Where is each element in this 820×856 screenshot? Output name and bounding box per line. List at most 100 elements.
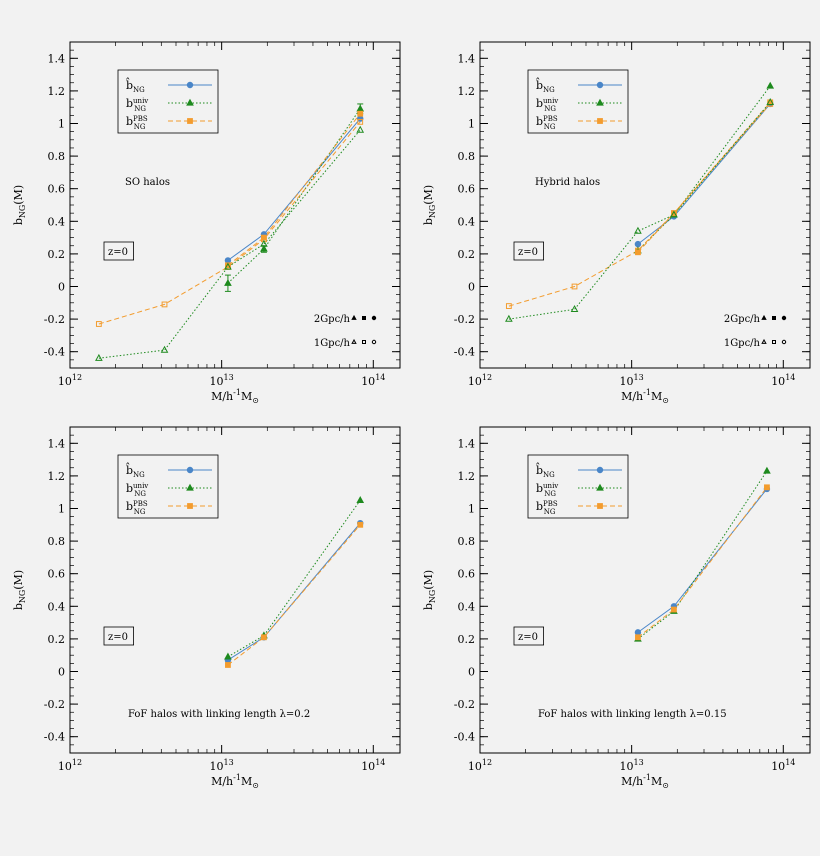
x-tick-label: 1013 (210, 373, 234, 388)
x-axis-label-sup: -1 (643, 773, 651, 782)
series-line-bhat_2gpc (227, 522, 361, 661)
series-line-pbs_2gpc (227, 524, 361, 666)
legend-label: buniv NG (536, 482, 558, 498)
y-tick-label: 0.8 (48, 535, 66, 548)
x-tick-exponent: 13 (634, 373, 644, 382)
legend-label-main: b (126, 500, 133, 513)
y-axis-label-tail: (M) (12, 570, 25, 590)
plot-frame (479, 426, 811, 754)
redshift-label: z=0 (108, 632, 128, 643)
y-axis-label-sub: NG (18, 205, 27, 218)
y-tick-label: 1.2 (48, 470, 66, 483)
x-tick-label: 1014 (771, 373, 795, 388)
data-point-pbs_1gpc (161, 301, 168, 308)
redshift-box (103, 241, 135, 261)
x-tick-label: 1014 (361, 758, 385, 773)
y-tick-label: 0.4 (48, 600, 66, 613)
data-point-univ_1gpc (356, 125, 365, 133)
resolution-marker-square (772, 340, 776, 344)
data-point-pbs_1gpc (635, 247, 641, 254)
halo-type-label: FoF halos with linking length λ=0.15 (538, 709, 727, 720)
legend-marker (186, 98, 194, 106)
x-axis-label-sub: ⊙ (252, 396, 259, 405)
y-tick-label: 0.8 (458, 150, 476, 163)
data-point-bhat_2gpc (634, 629, 642, 636)
y-axis-label-tail: (M) (422, 185, 435, 205)
redshift-label: z=0 (108, 247, 128, 258)
legend-label-sup: PBS (543, 115, 558, 123)
resolution-marker-circle (371, 339, 377, 345)
legend-label-sup: univ (133, 482, 148, 490)
series-line-pbs_2gpc (637, 486, 768, 638)
legend-label-main: b (536, 500, 543, 513)
resolution-legend-label: 1Gpc/h (314, 338, 351, 349)
legend-marker (186, 81, 194, 89)
resolution-marker-square (362, 316, 366, 320)
y-tick-label: 0 (58, 281, 65, 294)
redshift-box (103, 626, 135, 646)
y-tick-label: 0.4 (458, 215, 476, 228)
legend-label-sub: NG (543, 86, 555, 94)
legend-marker (597, 503, 603, 509)
x-tick-exponent: 13 (634, 758, 644, 767)
legend-label-main: b (536, 482, 543, 495)
x-tick-label: 1013 (210, 758, 234, 773)
legend-label-main: b (536, 115, 543, 128)
series-line-univ_2gpc (637, 85, 771, 251)
resolution-marker-triangle (761, 314, 767, 320)
y-tick-label: 0.4 (458, 600, 476, 613)
y-tick-label: -0.2 (454, 313, 475, 326)
legend-marker (187, 118, 193, 124)
x-tick-label: 1013 (620, 758, 644, 773)
y-tick-label: 0.8 (48, 150, 66, 163)
y-tick-label: 1 (468, 118, 475, 131)
data-point-univ_1gpc (160, 345, 169, 353)
x-tick-label: 1012 (58, 758, 82, 773)
legend-label: b̂NG (126, 463, 146, 479)
y-tick-label: 0.8 (458, 535, 476, 548)
data-point-univ_1gpc (670, 210, 678, 218)
y-tick-label: 1.4 (48, 437, 66, 450)
legend-label-sup: PBS (543, 500, 558, 508)
legend-label-sub: NG (544, 490, 556, 498)
y-axis-label-tail: (M) (12, 185, 25, 205)
x-axis-label-sub: ⊙ (252, 781, 259, 790)
y-tick-label: -0.2 (454, 698, 475, 711)
x-tick-base: 10 (58, 375, 72, 388)
data-point-univ_1gpc (570, 305, 579, 312)
legend-box (117, 454, 219, 519)
data-point-univ_1gpc (95, 353, 103, 361)
data-point-pbs_1gpc (95, 321, 102, 327)
legend-label-sup: univ (133, 97, 148, 105)
x-axis-label-main: M/h (211, 390, 233, 403)
redshift-label: z=0 (518, 632, 538, 643)
x-axis-label-sup: -1 (233, 773, 241, 782)
x-tick-base: 10 (468, 760, 482, 773)
y-tick-label: 1 (58, 503, 65, 516)
legend-label-sub: NG (134, 508, 146, 516)
y-axis-label: bNG(M) (422, 570, 437, 610)
x-axis-label-main: M/h (621, 775, 643, 788)
data-point-pbs_2gpc (261, 634, 267, 641)
series-line-pbs_1gpc (98, 121, 361, 325)
legend-label: b̂NG (126, 78, 146, 94)
series-line-univ_2gpc (227, 500, 361, 658)
x-tick-exponent: 12 (482, 373, 492, 382)
data-point-pbs_2gpc (671, 606, 677, 613)
x-axis-label-sup: -1 (643, 388, 651, 397)
data-point-univ_2gpc (224, 278, 232, 286)
legend-label: bPBS NG (126, 115, 148, 131)
x-axis-label-main: M/h (211, 775, 233, 788)
plot-frame (69, 426, 401, 754)
x-tick-label: 1012 (468, 373, 492, 388)
x-axis-label-mid: M (651, 775, 662, 788)
x-tick-exponent: 14 (785, 373, 795, 382)
y-tick-label: -0.4 (454, 731, 475, 744)
x-tick-exponent: 14 (375, 373, 385, 382)
halo-type-label: Hybrid halos (535, 177, 600, 188)
resolution-marker-circle (371, 315, 377, 321)
data-point-bhat_2gpc (224, 257, 232, 264)
